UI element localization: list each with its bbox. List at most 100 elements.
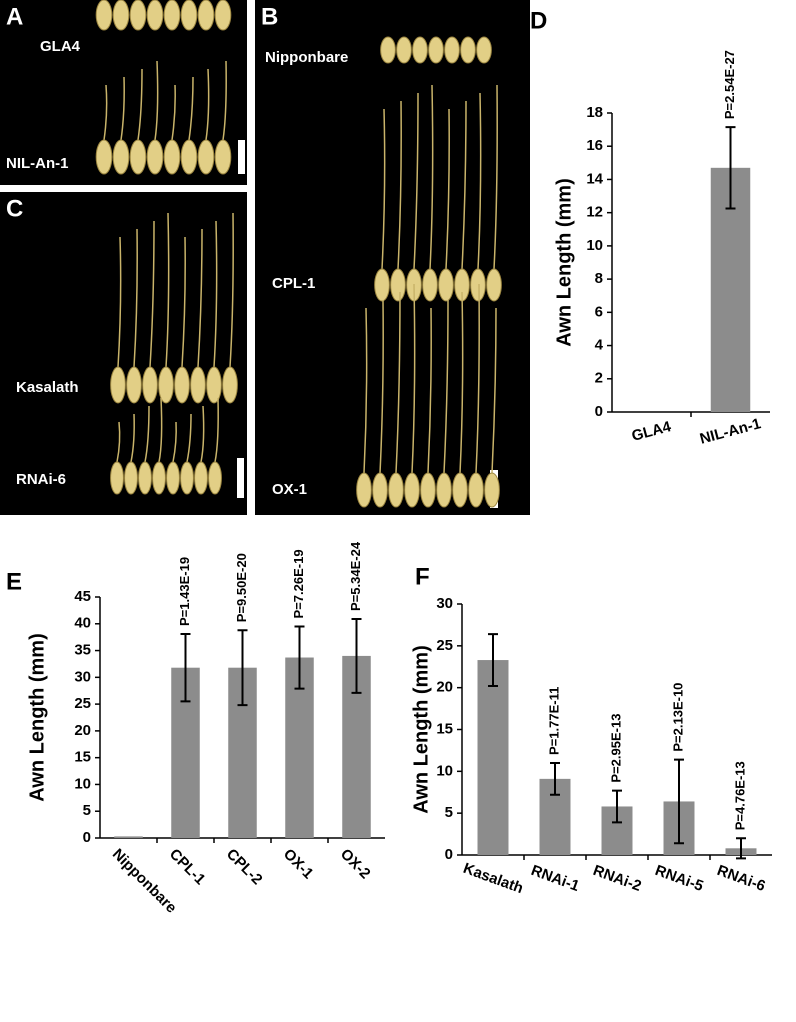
error-bar [180, 632, 191, 703]
awn [461, 100, 467, 270]
awn [103, 84, 108, 141]
grain [214, 0, 232, 31]
grain [166, 461, 180, 495]
error-bar [674, 758, 684, 845]
grain [163, 139, 181, 175]
grain [486, 268, 502, 302]
y-tick-label: 20 [74, 722, 91, 739]
awn [154, 60, 159, 141]
awn [397, 100, 402, 270]
x-tick-label: Kasalath [461, 860, 526, 897]
error-bar [550, 761, 560, 796]
grain [438, 268, 454, 302]
grain [197, 0, 215, 31]
y-tick-label: 5 [83, 802, 91, 819]
grain [110, 461, 124, 495]
p-value: P=4.76E-13 [732, 761, 747, 830]
grain [95, 0, 113, 31]
grain [452, 472, 468, 508]
grain [208, 461, 222, 495]
y-tick-label: 40 [74, 615, 91, 632]
grain [146, 139, 164, 175]
awn [200, 405, 205, 463]
awn [137, 68, 143, 141]
panel-letter: D [530, 7, 547, 34]
grain [428, 36, 444, 64]
awn [493, 84, 498, 270]
y-tick-label: 0 [445, 846, 453, 863]
awn [381, 108, 386, 270]
awn [133, 228, 138, 368]
grain-layer [95, 0, 502, 508]
grain [470, 268, 486, 302]
p-value: P=9.50E-20 [234, 553, 249, 622]
y-tick-label: 10 [586, 237, 603, 254]
photo-label: GLA4 [40, 38, 81, 55]
awn [363, 307, 368, 474]
panel-letter: A [6, 3, 23, 30]
error-bar [237, 629, 248, 707]
grain [206, 366, 222, 404]
grain [388, 472, 404, 508]
bar [477, 660, 509, 855]
grain [95, 139, 113, 175]
y-axis-label: Awn Length (mm) [26, 633, 48, 802]
grain [444, 36, 460, 64]
x-tick-label: NIL-An-1 [698, 415, 763, 448]
grain [396, 36, 412, 64]
awn [427, 307, 432, 474]
grain [404, 472, 420, 508]
p-value: P=2.95E-13 [608, 714, 623, 783]
y-tick-label: 5 [445, 804, 453, 821]
awn [144, 405, 150, 463]
awn [149, 220, 155, 368]
photo-label: Kasalath [16, 379, 79, 396]
awn [213, 220, 218, 368]
awn [475, 283, 480, 474]
awn [117, 236, 122, 368]
y-tick-label: 8 [595, 270, 603, 287]
panel-letter: F [415, 563, 430, 590]
awn [181, 236, 186, 368]
grain [214, 139, 232, 175]
p-value: P=2.13E-10 [670, 683, 685, 752]
y-tick-label: 10 [436, 762, 453, 779]
grain [194, 461, 208, 495]
grain [158, 366, 174, 404]
grain [112, 0, 130, 31]
awn [459, 291, 464, 474]
awn [197, 228, 203, 368]
grain [422, 268, 438, 302]
awn [120, 76, 125, 141]
y-tick-label: 6 [595, 303, 603, 320]
p-value: P=7.26E-19 [291, 549, 306, 618]
grain [152, 461, 166, 495]
x-tick-label: RNAi-2 [591, 862, 644, 895]
x-tick-label: CPL-2 [223, 846, 266, 889]
photo-label: OX-1 [272, 481, 307, 498]
y-tick-label: 15 [74, 749, 91, 766]
grain [197, 139, 215, 175]
error-bar [294, 625, 305, 690]
awn [205, 68, 210, 141]
grain [190, 366, 206, 404]
grain [146, 0, 164, 31]
y-tick-label: 12 [586, 204, 603, 221]
grain [372, 472, 388, 508]
awn [222, 60, 227, 141]
grain [180, 461, 194, 495]
p-value: P=1.77E-11 [546, 687, 561, 755]
grain [129, 0, 147, 31]
y-tick-label: 0 [83, 829, 91, 846]
y-tick-label: 18 [586, 104, 603, 121]
grain [484, 472, 500, 508]
photo-label: Nipponbare [265, 49, 348, 66]
y-tick-label: 16 [586, 137, 603, 154]
grain [110, 366, 126, 404]
grain [420, 472, 436, 508]
grain [476, 36, 492, 64]
x-tick-label: CPL-1 [166, 846, 209, 889]
awn [172, 421, 177, 463]
